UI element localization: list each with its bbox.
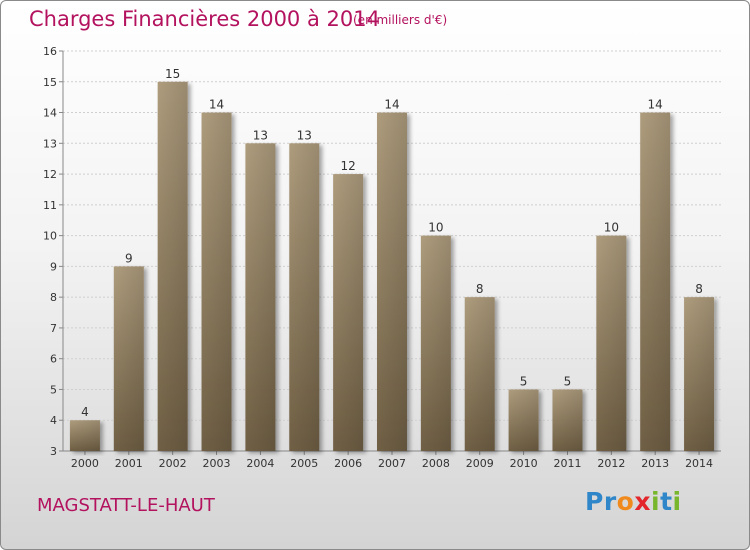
bar-shade [508, 389, 539, 451]
x-tick-label: 2000 [71, 457, 99, 470]
x-tick-label: 2011 [553, 457, 581, 470]
x-tick-label: 2002 [159, 457, 187, 470]
bar-shade [69, 420, 100, 451]
data-label: 4 [81, 405, 89, 419]
logo-letter: o [616, 487, 635, 516]
data-label: 14 [648, 98, 663, 112]
y-tick-label: 11 [43, 199, 57, 212]
bar-shade [201, 112, 232, 452]
y-tick-label: 5 [50, 383, 57, 396]
x-tick-label: 2010 [510, 457, 538, 470]
location-name: MAGSTATT-LE-HAUT [37, 495, 215, 516]
bar-shade [113, 266, 144, 451]
logo-letter: i [672, 487, 682, 516]
x-tick-label: 2007 [378, 457, 406, 470]
y-tick-label: 7 [50, 322, 57, 335]
bar-shade [684, 297, 715, 451]
data-label: 15 [165, 67, 180, 81]
data-label: 5 [564, 374, 572, 388]
data-label: 10 [604, 221, 619, 235]
bar-shade [333, 174, 364, 452]
data-label: 9 [125, 251, 133, 265]
x-tick-label: 2012 [597, 457, 625, 470]
y-tick-label: 10 [43, 230, 57, 243]
y-tick-label: 13 [43, 137, 57, 150]
x-tick-label: 2008 [422, 457, 450, 470]
chart-title: Charges Financières 2000 à 2014 [29, 7, 380, 31]
bar-shade [596, 235, 627, 451]
bar-shade [289, 143, 320, 452]
bars [69, 81, 715, 452]
data-label: 10 [428, 221, 443, 235]
x-tick-label: 2006 [334, 457, 362, 470]
y-tick-label: 16 [43, 45, 57, 58]
bar-shade [377, 112, 407, 452]
data-label: 12 [340, 159, 355, 173]
bar-shade [245, 143, 276, 452]
bar-shade [157, 81, 188, 452]
x-tick-label: 2003 [203, 457, 231, 470]
y-tick-label: 14 [43, 107, 57, 120]
data-label: 8 [476, 282, 484, 296]
logo-letter: P [585, 487, 604, 516]
proxiti-logo: Proxiti [585, 487, 682, 516]
y-tick-label: 4 [50, 414, 57, 427]
x-tick-label: 2014 [685, 457, 713, 470]
y-tick-label: 12 [43, 168, 57, 181]
chart-subtitle: (en milliers d'€) [353, 13, 448, 27]
x-tick-label: 2005 [290, 457, 318, 470]
bar-shade [464, 297, 495, 451]
y-tick-labels: 3 4 5 6 7 8 9 10 11 12 13 14 15 16 [43, 45, 57, 458]
x-tick-labels: 2000 2001 2002 2003 2004 2005 2006 2007 2008 2009… [71, 457, 713, 470]
data-label: 13 [253, 128, 268, 142]
y-tick-label: 3 [50, 445, 57, 458]
bar-shade [420, 235, 451, 451]
logo-letter: i [651, 487, 661, 516]
bar-shade [552, 389, 583, 451]
data-label: 8 [695, 282, 703, 296]
data-label: 14 [384, 98, 399, 112]
x-tick-label: 2009 [466, 457, 494, 470]
y-tick-label: 15 [43, 76, 57, 89]
data-label: 13 [297, 128, 312, 142]
data-labels: 4 9 15 14 13 13 12 14 10 8 5 5 10 14 8 [81, 67, 703, 419]
data-label: 14 [209, 98, 224, 112]
x-tick-label: 2001 [115, 457, 143, 470]
y-tick-label: 6 [50, 353, 57, 366]
logo-letter: t [660, 487, 673, 516]
y-tick-label: 8 [50, 291, 57, 304]
y-tick-label: 9 [50, 260, 57, 273]
logo-letter: x [634, 487, 651, 516]
data-label: 5 [520, 374, 528, 388]
x-tick-label: 2013 [641, 457, 669, 470]
bar-shade [640, 112, 671, 452]
logo-letter: r [603, 487, 617, 516]
x-tick-label: 2004 [246, 457, 274, 470]
